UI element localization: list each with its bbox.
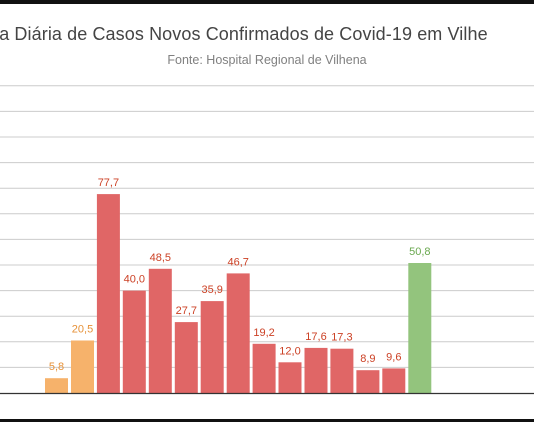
bar (408, 263, 432, 393)
bar (45, 378, 68, 393)
data-label: 50,8 (409, 246, 430, 258)
bars (45, 194, 432, 393)
bar (252, 343, 276, 393)
chart-title: dia Diária de Casos Novos Confirmados de… (0, 24, 488, 44)
data-label: 35,9 (201, 284, 222, 296)
gridlines (0, 85, 534, 368)
data-label: 46,7 (227, 256, 248, 268)
bar (382, 368, 406, 393)
bar (200, 301, 224, 393)
data-label: 48,5 (150, 252, 171, 264)
bar (304, 347, 328, 393)
chart-subtitle: Fonte: Hospital Regional de Vilhena (167, 53, 367, 67)
data-label: 19,2 (253, 327, 274, 339)
bar (226, 273, 250, 393)
data-label: 17,6 (305, 331, 326, 343)
data-labels: 5,8 20,5 77,7 40,0 48,5 27,7 35,9 46,7 19,2 12,0 1… (49, 177, 431, 373)
data-label: 27,7 (176, 305, 197, 317)
bar (174, 322, 198, 393)
data-label: 40,0 (124, 274, 145, 286)
bar (356, 370, 380, 393)
bar (122, 290, 146, 393)
bottom-frame-border (0, 419, 534, 422)
bar (96, 194, 120, 393)
top-frame-border (0, 0, 534, 4)
data-label: 20,5 (72, 324, 93, 336)
data-label: 17,3 (331, 332, 352, 344)
data-label: 8,9 (360, 353, 375, 365)
data-label: 12,0 (279, 345, 300, 357)
bar (71, 340, 94, 393)
bar (148, 268, 172, 393)
bar (330, 348, 354, 393)
data-label: 9,6 (386, 351, 401, 363)
bar (278, 362, 302, 393)
data-label: 5,8 (49, 361, 64, 373)
data-label: 77,7 (98, 177, 119, 189)
